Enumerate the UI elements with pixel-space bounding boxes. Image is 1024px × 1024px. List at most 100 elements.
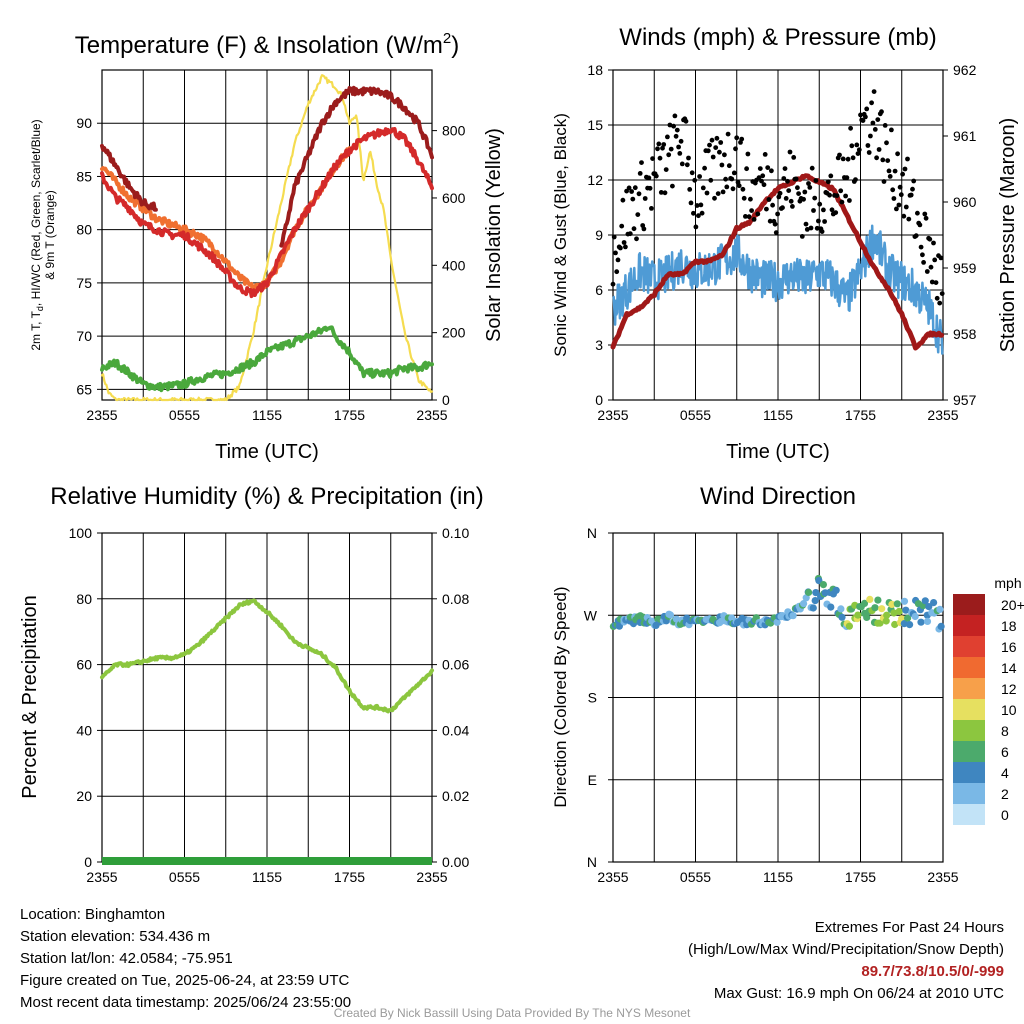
x-tick-label: 2355 xyxy=(597,407,628,423)
y-tick-label: 18 xyxy=(587,62,603,78)
x-tick-label: 0555 xyxy=(169,407,200,423)
y2-axis-label: Solar Insolation (Yellow) xyxy=(483,128,505,342)
direction-point xyxy=(800,600,808,608)
colorbar-label: 16 xyxy=(1001,639,1017,655)
y-tick-label: 3 xyxy=(595,337,603,353)
gust-point xyxy=(937,300,943,306)
gust-point xyxy=(672,113,678,119)
gust-point xyxy=(803,221,809,227)
y-tick-label: 80 xyxy=(76,222,92,238)
direction-point xyxy=(832,586,840,594)
direction-point xyxy=(819,581,828,589)
gust-point xyxy=(813,178,819,183)
gust-point xyxy=(806,181,811,186)
colorbar-label: 8 xyxy=(1001,723,1009,739)
gust-point xyxy=(802,189,808,195)
gust-point xyxy=(809,165,815,171)
gust-point xyxy=(783,196,789,201)
gust-point xyxy=(840,156,846,162)
gust-point xyxy=(782,166,788,172)
pressure-line xyxy=(610,173,945,351)
label-part: 2m T, T xyxy=(29,310,43,350)
direction-point xyxy=(863,613,871,622)
gust-point xyxy=(793,176,799,182)
gust-point xyxy=(829,207,835,213)
direction-point xyxy=(837,605,845,613)
gust-point xyxy=(921,260,926,265)
gust-point xyxy=(718,140,724,145)
title-superscript: 2 xyxy=(443,30,451,47)
gust-point xyxy=(698,202,704,208)
gust-point xyxy=(924,269,930,274)
gust-point xyxy=(850,155,856,161)
gust-point xyxy=(807,185,813,190)
panel-title: Temperature (F) & Insolation (W/m2) xyxy=(75,30,459,59)
y-tick-label: 20 xyxy=(76,788,92,804)
gust-point xyxy=(885,158,891,164)
station-latlon: Station lat/lon: 42.0584; -75.951 xyxy=(20,950,233,967)
colorbar-swatch xyxy=(953,783,985,804)
series-line xyxy=(100,85,434,248)
gust-point xyxy=(687,187,693,192)
gust-point xyxy=(632,185,638,191)
gust-point xyxy=(890,187,896,193)
x-tick-label: 1155 xyxy=(763,869,793,885)
x-tick-label: 1155 xyxy=(252,407,282,423)
gust-point xyxy=(860,118,866,123)
gust-point xyxy=(765,165,771,171)
colorbar-swatch xyxy=(953,741,985,762)
y-tick-label: 85 xyxy=(76,168,92,184)
x-tick-label: 2355 xyxy=(416,407,447,423)
gust-point xyxy=(709,137,715,143)
gust-point xyxy=(898,192,904,198)
x-tick-label: 2355 xyxy=(927,869,958,885)
gust-point xyxy=(639,160,644,166)
x-axis-label: Time (UTC) xyxy=(215,441,319,463)
gust-point xyxy=(870,120,876,126)
temperature-panel: 2355 0555 1155 1755 2355 65 70 75 80 85 90 0 200 400 6… xyxy=(29,30,505,463)
gust-point xyxy=(692,177,698,183)
colorbar-swatch xyxy=(953,636,985,657)
gust-point xyxy=(655,146,660,152)
gust-point xyxy=(769,168,774,174)
gust-point xyxy=(871,89,877,94)
y2-tick-label: 0.08 xyxy=(442,591,469,607)
direction-point xyxy=(925,603,933,611)
winds-panel: 2355 0555 1155 1755 235503691215189579589599… xyxy=(551,24,1019,463)
gust-point xyxy=(790,204,795,209)
direction-point xyxy=(878,605,886,613)
y-tick-label: 80 xyxy=(76,591,92,607)
colorbar-label: 2 xyxy=(1001,786,1009,802)
gust-point xyxy=(636,191,642,197)
y-tick-label: N xyxy=(587,525,597,541)
gust-point xyxy=(819,229,825,235)
gust-point xyxy=(666,152,672,158)
gust-point xyxy=(646,175,652,181)
colorbar-label: 20+ xyxy=(1001,597,1024,613)
gust-point xyxy=(821,207,826,213)
gust-point xyxy=(726,163,732,169)
y2-tick-label: 0.10 xyxy=(442,525,469,541)
extremes-subtitle: (High/Low/Max Wind/Precipitation/Snow De… xyxy=(688,941,1004,958)
gust-point xyxy=(642,196,648,201)
gust-point xyxy=(906,216,912,222)
gust-point xyxy=(731,170,737,176)
gust-point xyxy=(837,152,842,158)
y-tick-label: 0 xyxy=(84,854,92,870)
gust-point xyxy=(713,145,719,151)
gust-point xyxy=(918,244,924,250)
extremes-info: Extremes For Past 24 Hours (High/Low/Max… xyxy=(688,917,1004,1005)
gust-point xyxy=(905,156,910,162)
gust-point xyxy=(839,199,845,205)
series-line xyxy=(100,127,434,299)
gust-point xyxy=(674,127,680,133)
gust-point xyxy=(670,183,675,189)
x-tick-label: 1155 xyxy=(763,407,793,423)
y-tick-label: W xyxy=(584,607,598,623)
gust-point xyxy=(796,191,801,197)
direction-point xyxy=(937,622,945,631)
title-text: Temperature (F) & Insolation (W/m xyxy=(75,32,443,59)
gust-point xyxy=(683,118,689,124)
gust-point xyxy=(693,224,699,230)
gust-point xyxy=(917,222,923,228)
